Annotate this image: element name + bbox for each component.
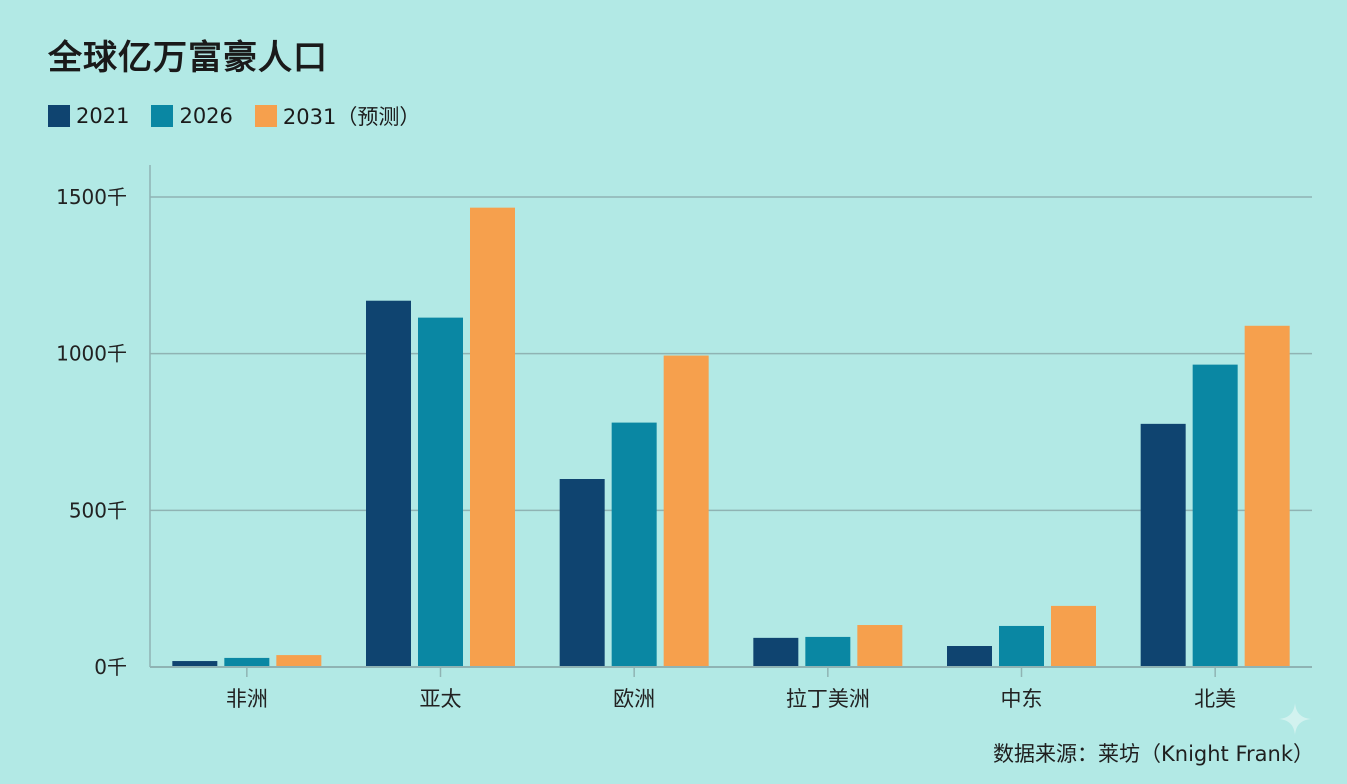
bar-2026-4 (999, 625, 1044, 667)
legend-swatch (48, 105, 70, 127)
y-tick-label: 1000千 (56, 342, 127, 366)
bar-2026-1 (418, 317, 463, 667)
bar-2026-0 (224, 657, 270, 667)
y-tick-label: 500千 (69, 498, 127, 522)
y-tick-label: 0千 (94, 655, 127, 679)
x-tick-label: 拉丁美洲 (786, 687, 870, 711)
bar-2026-3 (805, 636, 851, 667)
chart-title: 全球亿万富豪人口 (48, 38, 328, 78)
bar-2021-3 (753, 637, 799, 667)
bar-2021-2 (559, 479, 605, 667)
bar-2026-2 (611, 422, 657, 667)
bar-2021-5 (1140, 423, 1186, 667)
legend: 2021 2026 2031（预测） (48, 101, 420, 131)
legend-label: 2031（预测） (282, 105, 421, 129)
bar-2021-4 (947, 646, 992, 667)
legend-swatch (151, 105, 174, 127)
bar-2031-4 (1051, 605, 1096, 667)
source-note: 数据来源：莱坊（Knight Frank） (993, 742, 1314, 766)
y-tick-label: 1500千 (56, 185, 127, 209)
bar-2031-3 (857, 625, 903, 667)
x-tick-label: 中东 (1001, 687, 1043, 711)
bar-2031-0 (276, 655, 322, 667)
legend-item-2026: 2026 (151, 104, 233, 128)
legend-label: 2026 (179, 104, 233, 128)
x-tick-label: 北美 (1194, 687, 1236, 711)
bar-2031-5 (1244, 325, 1290, 667)
legend-item-2031: 2031（预测） (254, 101, 421, 131)
sparkle-icon (1279, 703, 1311, 735)
x-tick-label: 亚太 (420, 687, 462, 711)
x-tick-label: 非洲 (226, 687, 268, 711)
legend-label: 2021 (76, 104, 130, 128)
legend-item-2021: 2021 (48, 104, 129, 128)
bar-2026-5 (1192, 364, 1238, 667)
bar-2031-1 (470, 207, 515, 668)
bar-2031-2 (663, 355, 709, 667)
bar-2021-1 (366, 300, 411, 667)
bar-2021-0 (172, 661, 218, 667)
x-tick-label: 欧洲 (613, 687, 655, 711)
legend-swatch (254, 105, 277, 127)
